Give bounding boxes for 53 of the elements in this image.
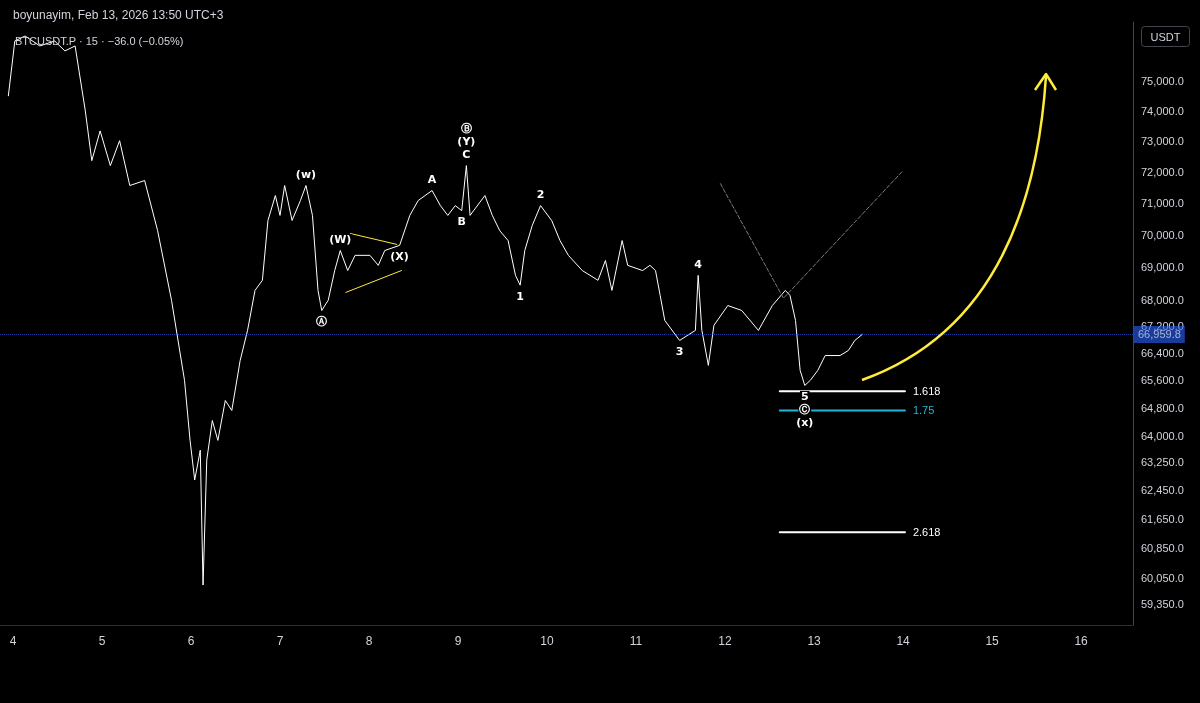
y-tick-label: 74,000.0 (1141, 104, 1184, 117)
y-tick-label: 59,350.0 (1141, 598, 1184, 611)
x-tick-label: 8 (365, 634, 373, 648)
x-tick-label: 4 (9, 634, 17, 648)
x-tick-label: 12 (718, 634, 733, 648)
y-tick-label: 68,000.0 (1141, 293, 1184, 306)
annotation: A (427, 173, 437, 187)
y-tick-label: 60,050.0 (1141, 571, 1184, 584)
y-tick-label: 62,450.0 (1141, 484, 1184, 497)
annotation: Ⓐ (316, 314, 328, 328)
chart-subtitle: boyunayim, Feb 13, 2026 13:50 UTC+3 (13, 8, 224, 22)
annotation: (W) (329, 233, 352, 247)
line-series (7, 35, 863, 586)
y-tick-label: 71,000.0 (1141, 197, 1184, 210)
annotation: C (462, 148, 471, 162)
y-tick-label: 60,850.0 (1141, 542, 1184, 555)
y-tick-label: 64,000.0 (1141, 429, 1184, 442)
x-tick-label: 11 (629, 634, 643, 648)
y-tick-label: 73,000.0 (1141, 135, 1184, 148)
x-tick-label: 7 (276, 634, 284, 648)
x-tick-label: 10 (540, 634, 555, 648)
x-tick-label: 13 (807, 634, 822, 648)
annotation: (x) (796, 415, 814, 429)
series-label: 2.618 (912, 526, 941, 539)
y-tick-label: 63,250.0 (1141, 455, 1184, 468)
x-tick-label: 16 (1074, 634, 1089, 648)
x-tick-label: 15 (985, 634, 1000, 648)
y-tick-label: 61,650.0 (1141, 513, 1184, 526)
x-tick-label: 9 (454, 634, 462, 648)
y-tick-label: 65,600.0 (1141, 374, 1184, 387)
annotation: (w) (295, 168, 317, 182)
annotation: Ⓒ (799, 402, 811, 416)
annotation: 3 (675, 344, 684, 358)
y-tick-label: 72,000.0 (1141, 166, 1184, 179)
annotation: B (457, 215, 466, 229)
text: USDT (1150, 30, 1181, 43)
y-tick-label: 70,000.0 (1141, 229, 1184, 242)
y-tick-label: 66,400.0 (1141, 347, 1184, 360)
y-tick-label: 64,800.0 (1141, 401, 1184, 414)
series-label: 1.618 (912, 385, 941, 398)
x-tick-label: 5 (98, 634, 106, 648)
annotation: Ⓑ (460, 122, 472, 136)
series-label: 1.75 (912, 404, 935, 417)
annotation: 5 (800, 389, 809, 403)
annotation: (X) (390, 249, 409, 263)
annotation: (Y) (457, 135, 476, 149)
annotation: 2 (536, 188, 545, 202)
x-tick-label: 6 (187, 634, 195, 648)
annotation: 4 (694, 257, 703, 271)
y-tick-label: 75,000.0 (1141, 74, 1184, 87)
x-tick-label: 14 (896, 634, 911, 648)
annotation: 1 (516, 289, 524, 303)
y-tick-label: 69,000.0 (1141, 261, 1184, 274)
